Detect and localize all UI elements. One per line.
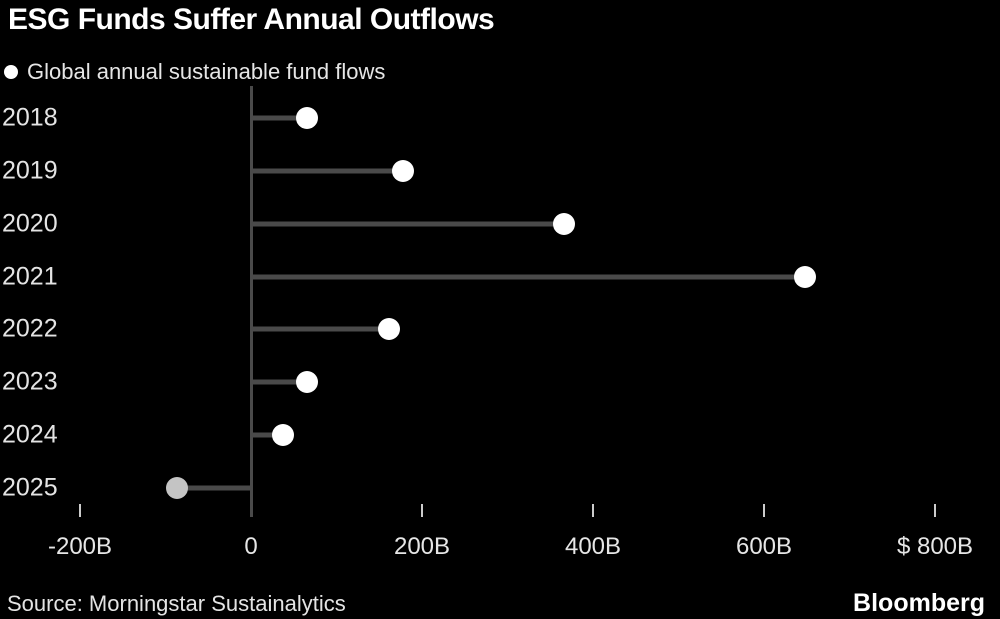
y-axis-label: 2023 — [2, 367, 58, 396]
x-axis-tick-label: 600B — [735, 533, 793, 560]
x-axis-tick — [421, 504, 423, 517]
y-axis-label: 2025 — [2, 473, 58, 502]
y-axis-label: 2019 — [2, 156, 58, 185]
x-axis-tick — [934, 504, 936, 517]
lollipop-stem — [251, 379, 308, 385]
lollipop-stem — [251, 432, 283, 438]
y-axis-label: 2020 — [2, 209, 58, 238]
y-axis-label: 2021 — [2, 262, 58, 291]
circle-dot-icon — [4, 65, 18, 79]
lollipop-stem — [251, 115, 308, 121]
lollipop-stem — [251, 168, 404, 174]
x-axis-tick-label: 400B — [564, 533, 622, 560]
data-point-dot — [794, 265, 817, 288]
chart-title: ESG Funds Suffer Annual Outflows — [8, 3, 495, 36]
x-axis-tick — [79, 504, 81, 517]
data-point-dot — [296, 371, 319, 394]
lollipop-stem — [251, 326, 389, 332]
y-axis-label: 2018 — [2, 103, 58, 132]
lollipop-stem — [251, 274, 806, 280]
data-point-dot — [271, 424, 294, 447]
x-axis-tick — [763, 504, 765, 517]
data-point-dot — [392, 159, 415, 182]
data-point-dot — [296, 107, 319, 129]
zero-axis-line — [249, 86, 253, 517]
y-axis-label: 2022 — [2, 314, 58, 343]
y-axis-label: 2024 — [2, 420, 58, 449]
legend: Global annual sustainable fund flows — [4, 58, 385, 86]
data-point-dot — [166, 476, 189, 499]
x-axis-tick-label: 200B — [393, 533, 451, 560]
bloomberg-logo: Bloomberg — [853, 589, 985, 617]
lollipop-stem — [251, 221, 564, 227]
data-point-dot — [377, 318, 400, 341]
lollipop-stem — [177, 485, 251, 491]
x-axis-tick-label: $ 800B — [896, 533, 974, 560]
x-axis-tick-label: -200B — [47, 533, 113, 560]
x-axis-tick-label: 0 — [244, 533, 258, 560]
x-axis-tick — [592, 504, 594, 517]
legend-label: Global annual sustainable fund flows — [27, 59, 386, 84]
source-note: Source: Morningstar Sustainalytics — [7, 591, 346, 616]
data-point-dot — [552, 212, 575, 235]
